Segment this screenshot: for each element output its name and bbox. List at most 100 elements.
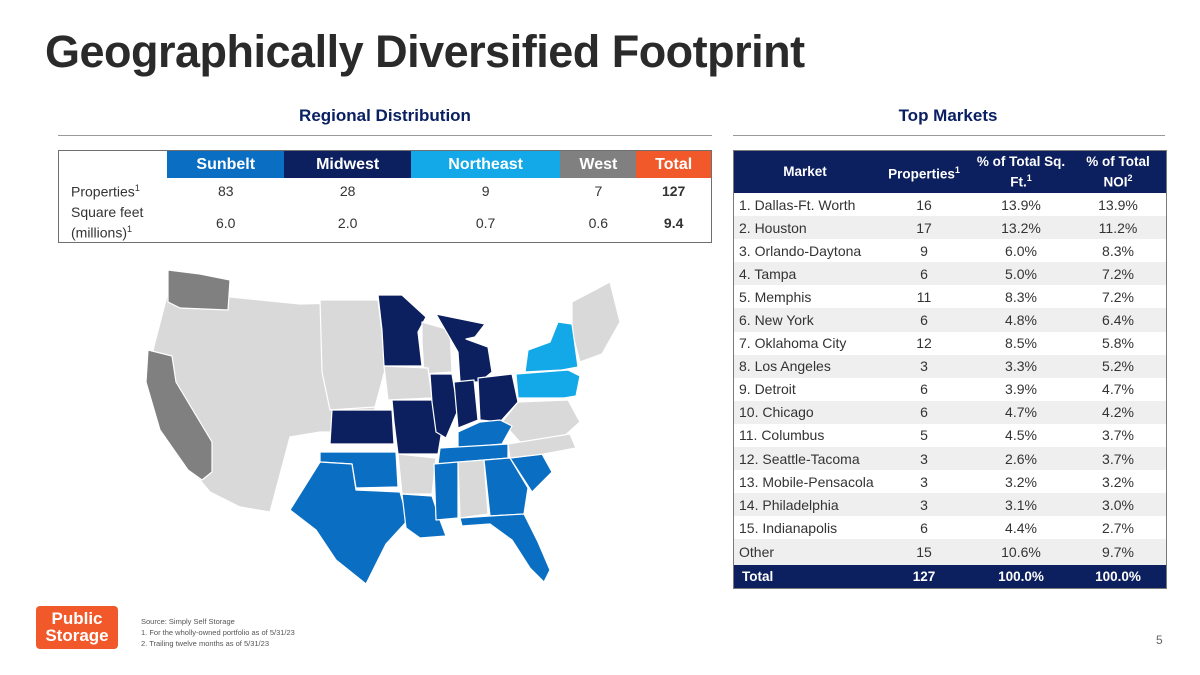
total-label: Total [733,565,876,589]
table-row: 4. Tampa 6 5.0% 7.2% [733,262,1167,286]
map-state-georgia [483,457,529,517]
map-state-washington [167,269,231,311]
map-state-mississippi [433,461,459,521]
cell-value: 0.7 [475,214,496,231]
cell-sqft: 8.3% [1005,288,1037,305]
footnotes: Source: Simply Self Storage 1. For the w… [141,616,295,649]
table-row: 12. Seattle-Tacoma 3 2.6% 3.7% [733,447,1167,471]
map-region-new-england [571,281,620,363]
col-midwest: Midwest [284,150,411,178]
cell-sqft: 10.6% [972,539,1070,566]
cell-sqft: 3.1% [972,493,1070,517]
cell-sqft: 4.4% [1005,519,1037,536]
header-properties: Properties1 [876,150,972,193]
map-state-iowa [383,365,433,401]
cell-properties: 6 [876,262,972,286]
cell-noi: 4.7% [1102,381,1134,398]
map-state-illinois [429,373,459,439]
table-row: 11. Columbus 5 4.5% 3.7% [734,424,1167,447]
source-note: Source: Simply Self Storage [141,617,235,626]
cell-properties: 3 [876,493,972,517]
cell-sqft: 4.8% [972,308,1070,332]
footnote-1: 1. For the wholly-owned portfolio as of … [141,628,295,637]
table-row: 5. Memphis 11 8.3% 7.2% [734,285,1167,308]
regional-heading: Regional Distribution [299,106,471,125]
cell-value: 28 [339,183,356,199]
table-row: Other 15 10.6% 9.7% [733,539,1167,566]
total-row: Total 127 100.0% 100.0% [733,565,1167,589]
table-row: 7. Oklahoma City 12 8.5% 5.8% [734,332,1167,355]
table-row: Square feet (millions)1 6.0 2.0 0.7 0.6 … [59,204,712,243]
page-number: 5 [1156,633,1163,647]
cell-sqft: 4.5% [1005,427,1037,444]
total-properties: 127 [876,565,972,589]
total-sqft: 100.0% [972,565,1070,589]
row-label-properties: Properties1 [71,182,140,200]
header-market: Market [733,150,876,193]
cell-sqft: 4.7% [972,400,1070,424]
table-row: 14. Philadelphia 3 3.1% 3.0% [733,493,1167,517]
cell-market: 13. Mobile-Pensacola [739,473,874,490]
map-state-pennsylvania [515,369,581,399]
table-row: 13. Mobile-Pensacola 3 3.2% 3.2% [734,470,1167,493]
cell-properties: 3 [920,473,928,490]
cell-properties: 16 [916,196,932,213]
cell-noi: 7.2% [1070,262,1167,286]
map-state-new-york [524,321,579,373]
cell-noi: 9.7% [1070,539,1167,566]
logo-line2: Storage [45,626,109,645]
cell-noi: 2.7% [1102,519,1134,536]
map-state-texas [289,461,409,585]
map-state-north-carolina [507,433,577,459]
map-state-arkansas [397,453,437,495]
public-storage-logo: Public Storage [36,606,118,649]
cell-properties: 17 [876,216,972,240]
table-row: 8. Los Angeles 3 3.3% 5.2% [733,354,1167,378]
map-state-kansas [329,409,395,445]
cell-market: 15. Indianapolis [739,519,838,536]
cell-sqft: 5.0% [972,262,1070,286]
cell-properties: 6 [920,381,928,398]
page-title: Geographically Diversified Footprint [45,26,805,77]
cell-properties: 12 [916,335,932,352]
cell-value: 9 [481,183,490,199]
cell-sqft: 3.2% [1005,473,1037,490]
cell-market: 12. Seattle-Tacoma [733,447,876,471]
table-row: 6. New York 6 4.8% 6.4% [733,308,1167,332]
table-row: 1. Dallas-Ft. Worth 16 13.9% 13.9% [734,193,1167,216]
cell-noi: 6.4% [1070,308,1167,332]
col-northeast: Northeast [410,150,561,178]
cell-market: 11. Columbus [739,427,825,444]
cell-market: 6. New York [733,308,876,332]
table-row: 15. Indianapolis 6 4.4% 2.7% [734,516,1167,539]
cell-market: 9. Detroit [739,381,796,398]
table-row: 3. Orlando-Daytona 9 6.0% 8.3% [734,239,1167,262]
map-state-minnesota [377,294,427,367]
cell-noi: 3.0% [1070,493,1167,517]
cell-properties: 3 [876,354,972,378]
cell-value: 7 [594,183,603,199]
map-state-florida [459,513,551,583]
cell-value: 83 [217,183,234,199]
cell-total: 127 [661,183,686,199]
markets-divider [733,135,1165,136]
regional-table: Sunbelt Midwest Northeast West Total Pro… [58,150,712,243]
header-noi: % of Total NOI2 [1070,150,1167,193]
cell-noi: 3.7% [1070,447,1167,471]
total-noi: 100.0% [1070,565,1167,589]
logo-line1: Public [51,609,103,628]
cell-market: 5. Memphis [739,288,812,305]
cell-sqft: 3.3% [972,354,1070,378]
map-state-alabama [457,459,489,519]
cell-noi: 3.7% [1102,427,1134,444]
map-state-ohio [477,373,519,423]
cell-market: 2. Houston [733,216,876,240]
cell-sqft: 6.0% [1005,242,1037,259]
cell-market: 14. Philadelphia [733,493,876,517]
cell-market: Other [733,539,876,566]
cell-noi: 13.9% [1098,196,1138,213]
header-sqft: % of Total Sq. Ft.1 [972,150,1070,193]
cell-properties: 6 [920,519,928,536]
table-row: Properties1 83 28 9 7 127 [59,178,712,204]
markets-heading: Top Markets [898,106,998,125]
